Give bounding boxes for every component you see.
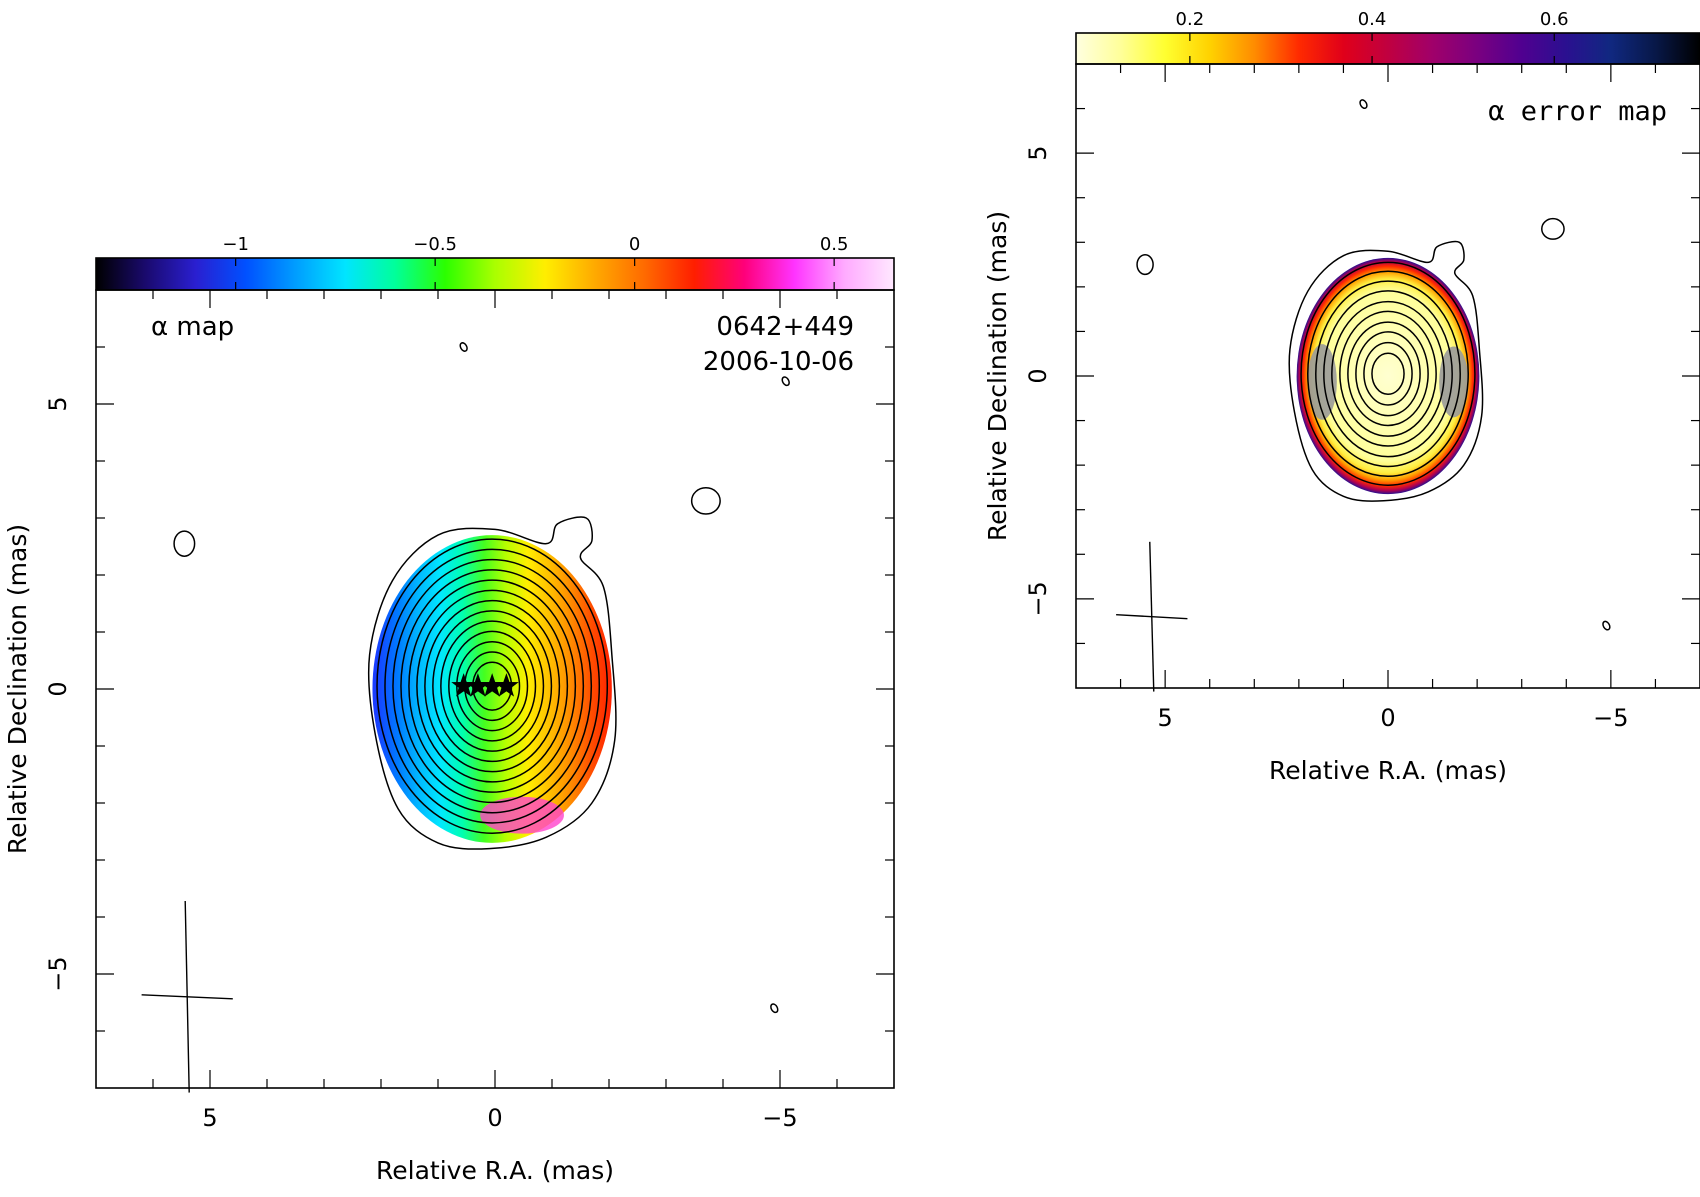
outer-contour <box>367 516 617 850</box>
x-axis-label: Relative R.A. (mas) <box>1269 756 1507 785</box>
contour-level <box>432 610 553 763</box>
contour-level <box>448 630 537 742</box>
error-region <box>1296 257 1480 495</box>
x-tick-label: 0 <box>1380 704 1395 732</box>
x-tick-label: 5 <box>1158 704 1173 732</box>
contour-level <box>440 620 545 752</box>
alpha-map-panel: −1 −0.5 0 0.5 5 0 −5 −5 0 5 α map 0642+449 2006-… <box>3 234 895 1185</box>
y-tick-label: −5 <box>1024 581 1052 616</box>
source-name: 0642+449 <box>716 312 854 342</box>
x-tick-label: −5 <box>762 1104 797 1132</box>
component-star-marker <box>479 673 505 697</box>
x-tick-label: −5 <box>1593 704 1628 732</box>
error-map-title: α error map <box>1488 96 1667 127</box>
component-star-marker <box>465 673 491 697</box>
colorbar-tick-label: 0.5 <box>820 234 849 255</box>
contour-level <box>408 579 577 793</box>
colorbar-tick-label: 0.2 <box>1176 9 1205 30</box>
x-tick-label: 0 <box>487 1104 502 1132</box>
contour-level <box>1371 352 1405 396</box>
island-contour <box>173 530 196 557</box>
map-annotations <box>141 673 519 1093</box>
y-tick-label: −5 <box>44 956 72 991</box>
alpha-colorbar: −1 −0.5 0 0.5 <box>95 234 895 291</box>
y-axis-label: Relative Declination (mas) <box>3 524 32 854</box>
island-contour <box>1541 217 1565 240</box>
colorbar-gradient <box>1076 33 1700 64</box>
noise-contour <box>781 376 790 387</box>
colorbar-gradient <box>96 258 894 290</box>
contour-level <box>424 599 561 773</box>
error-gray-patch <box>1307 344 1337 420</box>
colorbar-tick-label: −1 <box>222 234 249 255</box>
error-heatmap-field <box>1296 257 1480 495</box>
component-star-marker <box>451 673 477 697</box>
contour-level <box>1307 270 1469 478</box>
colorbar-tick-label: 0.6 <box>1540 9 1569 30</box>
y-axis-label: Relative Declination (mas) <box>983 211 1012 541</box>
contour-level <box>1339 310 1437 437</box>
colorbar-tick-label: 0 <box>629 234 640 255</box>
y-tick-label: 5 <box>1024 146 1052 161</box>
error-gray-patch <box>1439 346 1469 418</box>
contour-level <box>1347 321 1429 427</box>
observation-date: 2006-10-06 <box>703 347 854 377</box>
contour-level <box>400 569 585 804</box>
alpha-map-axes: 5 0 −5 −5 0 5 <box>44 289 895 1132</box>
map-annotations <box>1116 541 1188 692</box>
alpha-error-map-panel: 0.2 0.4 0.6 5 0 −5 −5 0 5 α error map Relative … <box>983 9 1700 785</box>
beam-minor-axis <box>1149 541 1155 692</box>
island-contour <box>1136 254 1154 276</box>
error-map-axes: 5 0 −5 −5 0 5 <box>1024 63 1700 732</box>
outer-contour <box>1288 240 1484 502</box>
contour-level <box>416 589 569 783</box>
colorbar-tick-label: −0.5 <box>413 234 457 255</box>
contour-level <box>384 548 601 824</box>
component-star-marker <box>494 673 519 697</box>
intensity-contours <box>1136 99 1611 631</box>
intensity-contours <box>173 342 790 1014</box>
contour-level <box>1363 341 1413 406</box>
y-tick-label: 5 <box>44 396 72 411</box>
island-contour <box>690 487 721 515</box>
noise-contour <box>770 1003 779 1014</box>
contour-level <box>392 558 593 814</box>
contour-level <box>1323 290 1453 458</box>
contour-level <box>1331 300 1445 447</box>
x-tick-label: 5 <box>202 1104 217 1132</box>
noise-contour <box>1602 620 1611 631</box>
alpha-map-title: α map <box>151 312 234 342</box>
beam-minor-axis <box>184 901 190 1093</box>
contour-level <box>1300 261 1476 486</box>
y-tick-label: 0 <box>1024 368 1052 383</box>
noise-contour <box>1359 99 1368 110</box>
error-colorbar: 0.2 0.4 0.6 <box>1075 9 1700 65</box>
contour-level <box>376 538 609 834</box>
y-tick-label: 0 <box>44 681 72 696</box>
x-axis-label: Relative R.A. (mas) <box>376 1156 614 1185</box>
colorbar-tick-label: 0.4 <box>1358 9 1387 30</box>
contour-level <box>1355 331 1421 417</box>
contour-level <box>1315 280 1461 468</box>
noise-contour <box>459 342 468 352</box>
